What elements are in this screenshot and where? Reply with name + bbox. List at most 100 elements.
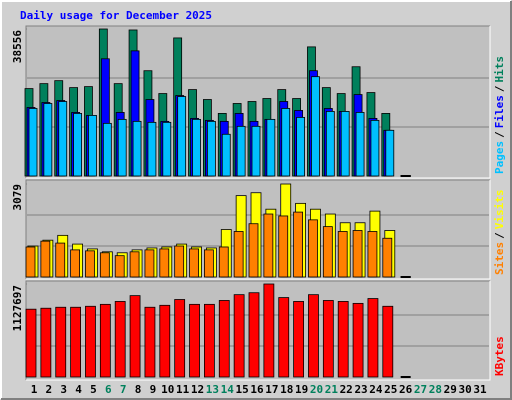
bar — [203, 303, 215, 378]
bar — [370, 119, 380, 177]
x-tick-label: 17 — [265, 383, 278, 396]
bar — [144, 249, 155, 278]
x-tick-label: 18 — [280, 383, 293, 396]
bar — [308, 219, 318, 278]
bar — [278, 215, 289, 278]
x-tick-label: 13 — [206, 383, 219, 396]
x-tick-label: 3 — [60, 383, 67, 396]
x-tick-label: 9 — [150, 383, 157, 396]
bar — [382, 305, 394, 378]
x-tick-label: 21 — [325, 383, 339, 396]
zero-bar — [400, 276, 411, 278]
chart-title: Daily usage for December 2025 — [20, 9, 212, 22]
bar — [85, 305, 96, 378]
legend-entry: Hits — [493, 56, 506, 83]
legend-entry: Pages — [493, 141, 506, 174]
bar — [352, 302, 364, 378]
x-tick-label: 5 — [90, 383, 97, 396]
legend: Pages / Files / Hits — [493, 56, 506, 174]
bar — [88, 115, 97, 177]
bar — [340, 111, 350, 177]
x-tick-label: 11 — [176, 383, 190, 396]
panel-bevel-light — [26, 180, 491, 280]
panel-bevel-dark — [25, 179, 490, 279]
bar — [352, 230, 363, 278]
bar — [322, 226, 333, 278]
bar — [251, 125, 261, 177]
bar — [70, 249, 80, 278]
x-tick-label: 27 — [414, 383, 427, 396]
x-tick-label: 24 — [369, 383, 383, 396]
y-tick-label: 38556 — [11, 30, 24, 63]
bar — [221, 133, 231, 177]
bar — [40, 307, 52, 378]
bar — [177, 96, 187, 177]
legend-separator: / — [493, 232, 506, 239]
bar — [218, 246, 229, 278]
x-tick-label: 25 — [384, 383, 397, 396]
legend-entry: Files — [493, 95, 506, 128]
x-tick-label: 2 — [46, 383, 53, 396]
legend-entry: Sites — [493, 242, 506, 275]
bar — [263, 213, 274, 278]
zero-bar — [400, 175, 411, 177]
bar — [117, 118, 127, 177]
bar — [206, 120, 216, 177]
bar — [55, 306, 67, 378]
bar — [296, 116, 306, 177]
x-tick-label: 6 — [105, 383, 112, 396]
bar — [132, 120, 142, 177]
legend-separator: / — [493, 85, 506, 92]
x-tick-label: 4 — [75, 383, 82, 396]
bar — [28, 108, 38, 177]
bar — [70, 306, 81, 378]
bar — [189, 303, 200, 378]
x-tick-label: 29 — [444, 383, 457, 396]
x-tick-label: 20 — [310, 383, 323, 396]
bar — [99, 252, 110, 278]
panel-bevel-light — [26, 281, 491, 381]
bar — [203, 249, 214, 278]
bar — [25, 308, 37, 378]
x-tick-label: 23 — [354, 383, 367, 396]
x-tick-label: 12 — [191, 383, 204, 396]
bar — [355, 112, 365, 177]
bar — [266, 118, 276, 177]
bar — [337, 231, 348, 278]
bar — [43, 103, 53, 177]
bar — [162, 121, 172, 177]
bar — [281, 108, 291, 177]
zero-bar — [400, 376, 411, 378]
x-tick-label: 26 — [399, 383, 413, 396]
bar — [174, 299, 186, 378]
bar — [367, 298, 379, 378]
bar — [159, 248, 170, 278]
legend-entry: Visits — [493, 190, 506, 230]
panel-bevel-light — [26, 26, 491, 179]
x-tick-label: 16 — [250, 383, 264, 396]
bar — [248, 223, 259, 278]
x-tick-label: 10 — [161, 383, 174, 396]
x-tick-label: 19 — [295, 383, 308, 396]
bar — [58, 101, 68, 177]
x-tick-label: 31 — [473, 383, 487, 396]
x-tick-label: 30 — [459, 383, 472, 396]
bar — [159, 304, 171, 378]
bar — [322, 300, 334, 378]
x-tick-label: 7 — [120, 383, 127, 396]
bar — [382, 237, 393, 278]
bar — [278, 297, 290, 378]
bar — [40, 240, 51, 278]
bar — [325, 111, 335, 177]
bar — [144, 306, 156, 378]
bar — [218, 300, 230, 378]
bar — [236, 125, 246, 177]
x-tick-label: 22 — [340, 383, 353, 396]
bar — [337, 301, 349, 378]
bar — [147, 121, 157, 177]
bar — [233, 231, 244, 278]
bar — [293, 211, 304, 278]
bar — [99, 303, 111, 378]
